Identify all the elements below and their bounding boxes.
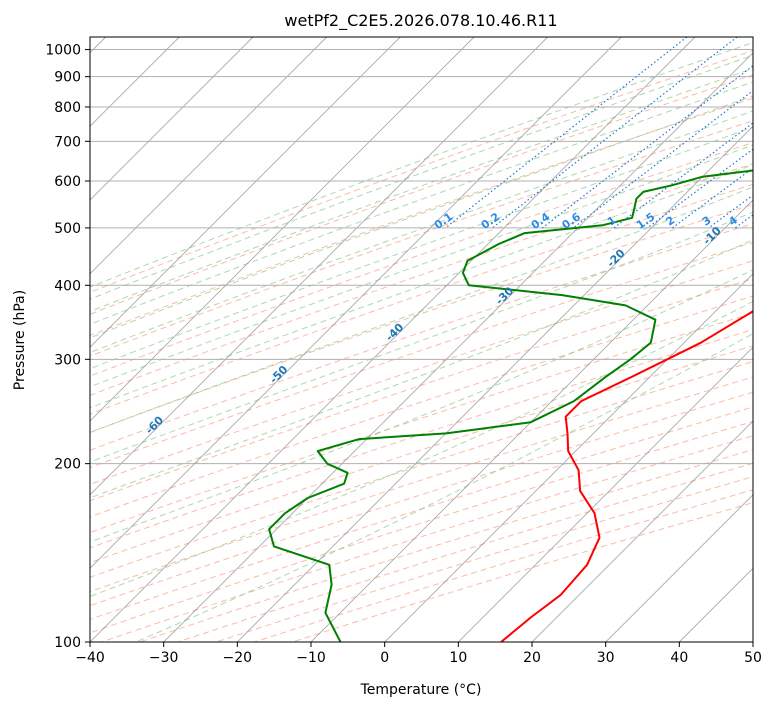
x-tick-label: −20 — [223, 650, 253, 666]
y-tick-label: 900 — [54, 70, 81, 86]
y-tick-label: 500 — [54, 221, 81, 237]
x-tick-label: 20 — [523, 650, 541, 666]
y-tick-label: 800 — [54, 100, 81, 116]
x-tick-label: −10 — [296, 650, 326, 666]
x-tick-label: 10 — [449, 650, 467, 666]
x-tick-label: 50 — [744, 650, 762, 666]
x-tick-label: −40 — [75, 650, 105, 666]
y-tick-label: 100 — [54, 635, 81, 651]
x-tick-label: 40 — [670, 650, 688, 666]
x-axis-label: Temperature (°C) — [360, 682, 482, 698]
y-tick-label: 600 — [54, 174, 81, 190]
chart-title: wetPf2_C2E5.2026.078.10.46.R11 — [284, 11, 557, 31]
y-tick-label: 200 — [54, 457, 81, 473]
x-tick-label: 30 — [597, 650, 615, 666]
y-tick-label: 400 — [54, 278, 81, 294]
y-tick-label: 1000 — [45, 43, 81, 59]
x-tick-label: −30 — [149, 650, 179, 666]
y-axis-label: Pressure (hPa) — [12, 290, 28, 390]
y-tick-label: 300 — [54, 352, 81, 368]
x-tick-label: 0 — [380, 650, 389, 666]
y-tick-label: 700 — [54, 134, 81, 150]
